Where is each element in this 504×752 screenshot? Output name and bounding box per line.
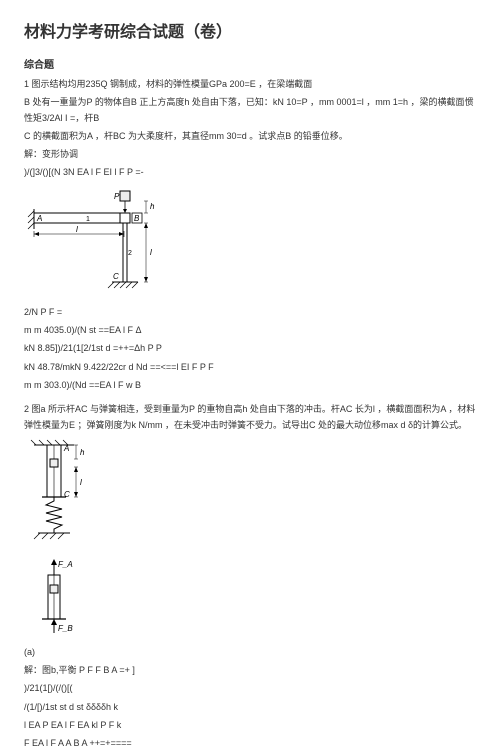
q1-solve: 解：变形协调	[24, 147, 480, 162]
q1-eq3: m m 4035.0)/(N st ==EA l F Δ	[24, 323, 480, 338]
q1-eq2: 2/N P F =	[24, 305, 480, 320]
q2-eq1: )/21(1[)/(/()[(	[24, 681, 480, 696]
fig3-label-FB: F_B	[58, 624, 73, 633]
fig1-label-P: P	[114, 192, 120, 201]
fig1-label-l: l	[76, 225, 78, 234]
fig3-label-FA: F_A	[58, 560, 73, 569]
fig2-label-A: A	[63, 444, 69, 453]
fig1-label-C: C	[113, 272, 119, 281]
q2-eq4: F EA l F A A B A ++=+====	[24, 736, 480, 751]
q1-line2: B 处有一重量为P 的物体自B 正上方高度h 处自由下落，已知：kN 10=P …	[24, 95, 480, 126]
fig1-label-1: 1	[86, 216, 90, 223]
q1-eq5: kN 48.78/mkN 9.422/22cr d Nd ==<==l EI F…	[24, 360, 480, 375]
fig1-label-A: A	[36, 214, 42, 223]
q1-eq1: )/(]3/()[(N 3N EA l F EI l F P =-	[24, 165, 480, 180]
q1-line1: 1 图示结构均用235Q 钢制成，材料的弹性模量GPa 200=E ，在梁端截面	[24, 77, 480, 92]
fig2-label-l: l	[80, 478, 82, 487]
fig1-label-h: h	[150, 202, 155, 211]
fig1-label-lbar: l	[150, 248, 152, 257]
fig1-label-2: 2	[128, 250, 132, 257]
section-label: 综合题	[24, 56, 480, 71]
fig2-label-C: C	[64, 490, 70, 499]
fig1-label-B: B	[134, 214, 140, 223]
q2-eq3: l EA P EA l F EA kl P F k	[24, 718, 480, 733]
q2-cap-a: (a)	[24, 645, 480, 660]
figure-3: F_A F_B	[24, 557, 480, 637]
q1-eq4: kN 8.85])/21(1[2/1st d =++=Δh P P	[24, 341, 480, 356]
figure-2: A C h l	[24, 439, 480, 549]
q2-line1: 2 图a 所示杆AC 与弹簧相连，受到重量为P 的重物自高h 处自由下落的冲击。…	[24, 402, 480, 433]
figure-1: A B C l 1 P h	[24, 187, 480, 297]
fig2-label-h: h	[80, 448, 85, 457]
q2-solve: 解：图b,平衡 P F F B A =+ ]	[24, 663, 480, 678]
q1-eq6: m m 303.0)/(Nd ==EA l F w B	[24, 378, 480, 393]
page-title: 材料力学考研综合试题（卷）	[24, 18, 480, 42]
q1-line3: C 的横截面积为A ，杆BC 为大柔度杆，其直径mm 30=d 。试求点B 的铅…	[24, 129, 480, 144]
